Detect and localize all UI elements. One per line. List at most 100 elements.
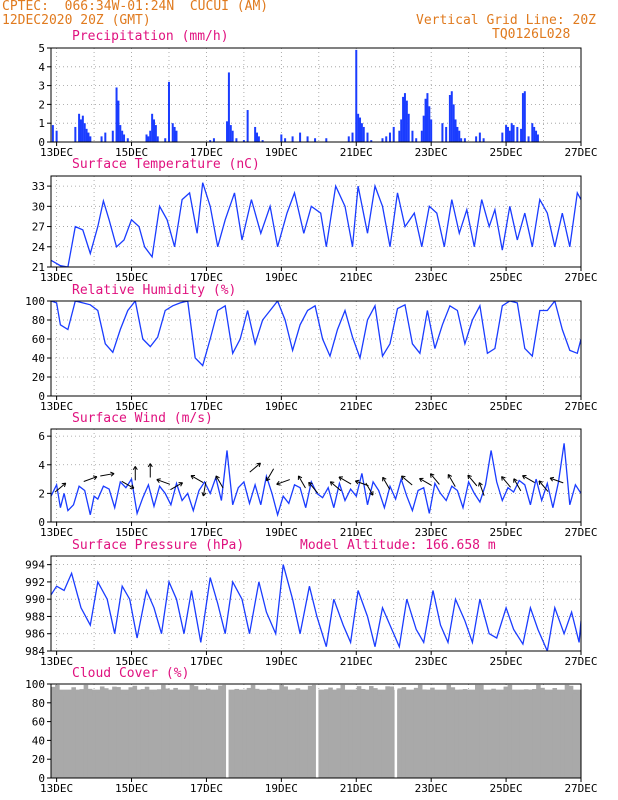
precip-bar bbox=[55, 130, 58, 142]
wind-arrow bbox=[478, 482, 485, 496]
wind-arrow bbox=[513, 478, 522, 492]
x-tick-label: 25DEC bbox=[490, 782, 523, 795]
precip-bar bbox=[448, 95, 451, 142]
cloud-cover-bar bbox=[401, 687, 407, 778]
precip-bar bbox=[357, 113, 360, 142]
panel-title: Precipitation (mm/h) bbox=[72, 29, 229, 44]
header-datetime: 12DEC2020 20Z (GMT) bbox=[2, 13, 151, 28]
cloud-cover-bar bbox=[226, 690, 231, 778]
cloud-cover-bar bbox=[283, 686, 288, 778]
cloud-cover-bar bbox=[238, 690, 244, 778]
cloud-cover-bar bbox=[71, 687, 76, 778]
cloud-cover-bar bbox=[299, 689, 305, 778]
x-tick-label: 13DEC bbox=[40, 271, 73, 284]
cloud-cover-gap bbox=[315, 684, 319, 778]
cloud-cover-bar bbox=[348, 696, 354, 778]
panel-6: 0 20 40 60 80 100 13DEC 15DEC 17DEC 19DEC 21DEC 23D… bbox=[25, 666, 597, 795]
y-tick-label: 984 bbox=[25, 645, 45, 658]
wind-arrow bbox=[538, 480, 549, 492]
precip-bar bbox=[533, 126, 536, 142]
precip-bar bbox=[426, 93, 429, 142]
cloud-cover-bar bbox=[377, 695, 382, 778]
precip-bar bbox=[235, 138, 238, 142]
cloud-cover-bar bbox=[246, 687, 252, 778]
precip-bar bbox=[355, 49, 358, 142]
precip-bar bbox=[508, 130, 511, 142]
panel-5: 984 986 988 990 992 994 13DEC 15DEC 17DEC 19DEC 21… bbox=[25, 538, 597, 668]
x-tick-label: 25DEC bbox=[490, 526, 523, 539]
cloud-cover-bar bbox=[487, 692, 492, 778]
precip-bar bbox=[381, 138, 384, 142]
panel-4: 0 2 4 6 13DEC 15DEC 17DEC 19DEC 21DEC 23DEC 25DEC 2… bbox=[38, 411, 597, 539]
cloud-cover-bar bbox=[161, 684, 166, 778]
y-tick-label: 0 bbox=[38, 390, 45, 403]
cloud-cover-bar bbox=[189, 684, 195, 778]
precip-bar bbox=[306, 136, 309, 142]
cloud-cover-bar bbox=[532, 689, 537, 778]
cloud-cover-bar bbox=[181, 695, 187, 778]
y-tick-label: 100 bbox=[25, 295, 45, 308]
panel-3: 0 20 40 60 80 100 13DEC 15DEC 17DEC 19DEC 21DEC 23D… bbox=[25, 283, 597, 413]
cloud-cover-bar bbox=[519, 689, 525, 778]
x-tick-label: 15DEC bbox=[115, 146, 148, 159]
precip-bar bbox=[81, 115, 84, 142]
panel-frame bbox=[50, 175, 582, 268]
precip-bar bbox=[388, 132, 391, 142]
cloud-cover-bar bbox=[307, 685, 313, 778]
series-line bbox=[51, 564, 581, 651]
cloud-cover-bar bbox=[470, 692, 476, 778]
precip-bar bbox=[366, 132, 369, 142]
precip-bar bbox=[402, 96, 405, 142]
cloud-cover-bar bbox=[177, 689, 182, 778]
x-tick-label: 27DEC bbox=[564, 400, 597, 413]
y-tick-label: 5 bbox=[38, 42, 45, 55]
y-tick-label: 100 bbox=[25, 678, 45, 691]
cloud-cover-bar bbox=[576, 694, 582, 778]
precip-bar bbox=[104, 132, 107, 142]
precip-bar bbox=[523, 91, 526, 142]
precip-bar bbox=[254, 126, 257, 142]
precip-bar bbox=[83, 123, 86, 142]
precip-bar bbox=[422, 115, 425, 142]
precip-bar bbox=[89, 136, 92, 142]
cloud-cover-bar bbox=[352, 691, 358, 778]
cloud-cover-bar bbox=[515, 694, 521, 778]
wind-arrow-head bbox=[147, 463, 153, 468]
precip-bar bbox=[79, 119, 82, 142]
precip-bar bbox=[85, 128, 88, 142]
cloud-cover-bar bbox=[385, 686, 390, 778]
precip-bar bbox=[347, 136, 350, 142]
precip-bar bbox=[424, 98, 427, 142]
cloud-cover-bar bbox=[165, 688, 170, 778]
precip-bar bbox=[420, 130, 423, 142]
cloud-cover-bar bbox=[197, 691, 203, 778]
precip-bar bbox=[154, 125, 157, 142]
precip-bar bbox=[246, 110, 249, 142]
precip-bar bbox=[475, 136, 478, 142]
header-code: TQ0126L028 bbox=[492, 27, 571, 42]
cloud-cover-bar bbox=[540, 687, 545, 778]
cloud-cover-bar bbox=[536, 684, 541, 778]
precip-bar bbox=[385, 136, 388, 142]
precip-bar bbox=[314, 138, 317, 142]
y-tick-label: 992 bbox=[25, 576, 45, 589]
cloud-cover-bar bbox=[311, 684, 317, 778]
x-tick-label: 25DEC bbox=[490, 400, 523, 413]
cloud-cover-bar bbox=[112, 686, 117, 778]
y-tick-label: 0 bbox=[38, 772, 45, 785]
cloud-cover-bar bbox=[556, 690, 562, 778]
wind-arrow-head bbox=[256, 462, 261, 468]
precip-bar bbox=[516, 126, 519, 142]
y-tick-label: 21 bbox=[32, 261, 45, 274]
wind-arrow bbox=[266, 468, 275, 482]
x-tick-label: 19DEC bbox=[265, 655, 298, 668]
x-tick-label: 27DEC bbox=[564, 526, 597, 539]
precip-bar bbox=[299, 132, 302, 142]
precip-bar bbox=[74, 126, 77, 142]
cloud-cover-bar bbox=[287, 694, 293, 778]
cloud-cover-bar bbox=[356, 686, 362, 778]
wind-arrow bbox=[54, 482, 67, 493]
cloud-cover-bar bbox=[434, 690, 439, 778]
wind-arrow-head bbox=[447, 474, 453, 479]
cloud-cover-bar bbox=[152, 695, 158, 778]
